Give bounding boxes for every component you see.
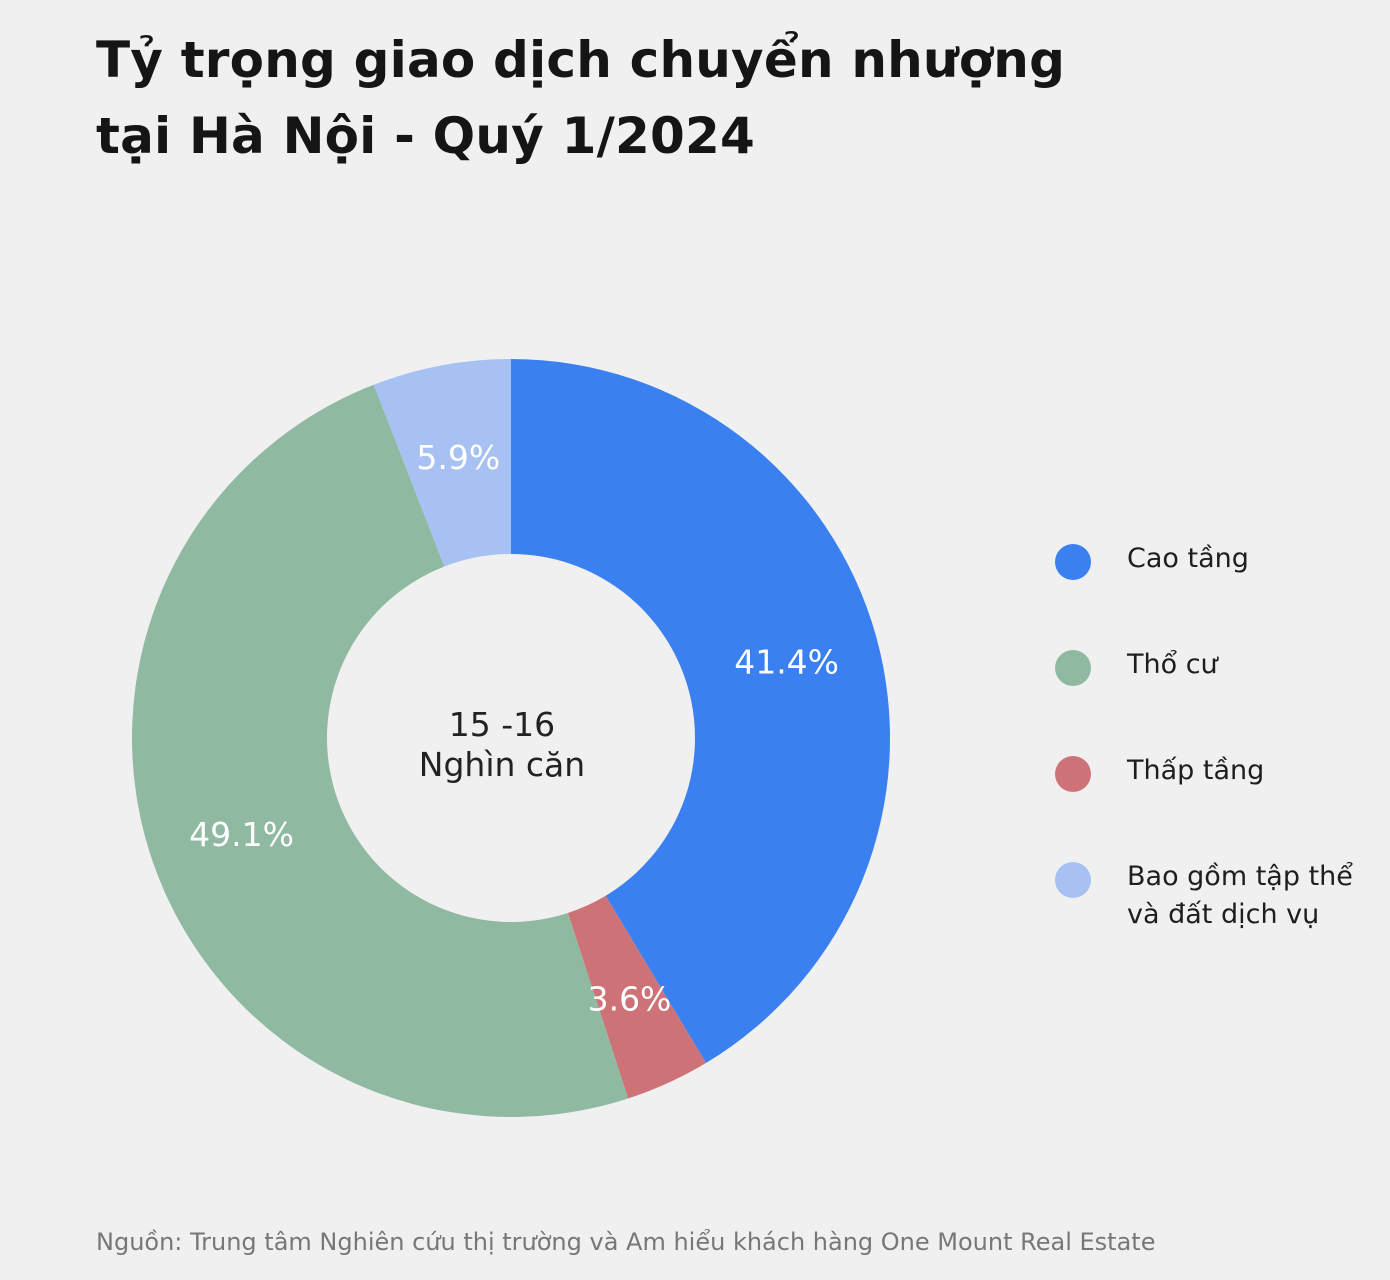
- donut-slices: [131, 359, 890, 1118]
- chart-title-line-1: Tỷ trọng giao dịch chuyển nhượng: [96, 31, 1066, 89]
- donut-slice-thap-tang: [567, 895, 706, 1099]
- legend-swatch-thap-tang: [1055, 756, 1091, 792]
- legend-swatch-cao-tang: [1055, 544, 1091, 580]
- legend-swatch-tho-cu: [1055, 650, 1091, 686]
- donut-slice-cao-tang: [511, 359, 890, 1064]
- slice-label-cao-tang: 41.4%: [734, 643, 839, 682]
- source-note: Nguồn: Trung tâm Nghiên cứu thị trường v…: [96, 1228, 1156, 1256]
- chart-title-line-2: tại Hà Nội - Quý 1/2024: [96, 107, 755, 165]
- donut-slice-tho-cu: [131, 384, 629, 1118]
- legend-label-tho-cu: Thổ cư: [1127, 649, 1218, 680]
- center-label-value: 15 -16: [449, 705, 555, 744]
- legend-label-tap-the: Bao gồm tập thể và đất dịch vụ: [1127, 861, 1353, 930]
- slice-label-tap-the: 5.9%: [416, 438, 500, 477]
- slice-label-thap-tang: 3.6%: [588, 979, 672, 1018]
- slice-label-tho-cu: 49.1%: [189, 815, 294, 854]
- legend-label-cao-tang: Cao tầng: [1127, 543, 1249, 574]
- legend-label-thap-tang: Thấp tầng: [1127, 755, 1265, 786]
- legend-swatch-tap-the: [1055, 862, 1091, 898]
- donut-slice-labels: 41.4% 3.6% 49.1% 5.9%: [189, 438, 839, 1018]
- chart-title: Tỷ trọng giao dịch chuyển nhượng tại Hà …: [96, 22, 1196, 174]
- center-label: 15 -16 Nghìn căn: [419, 705, 585, 784]
- donut-slice-tap-the: [373, 359, 511, 567]
- center-label-unit: Nghìn căn: [419, 745, 585, 784]
